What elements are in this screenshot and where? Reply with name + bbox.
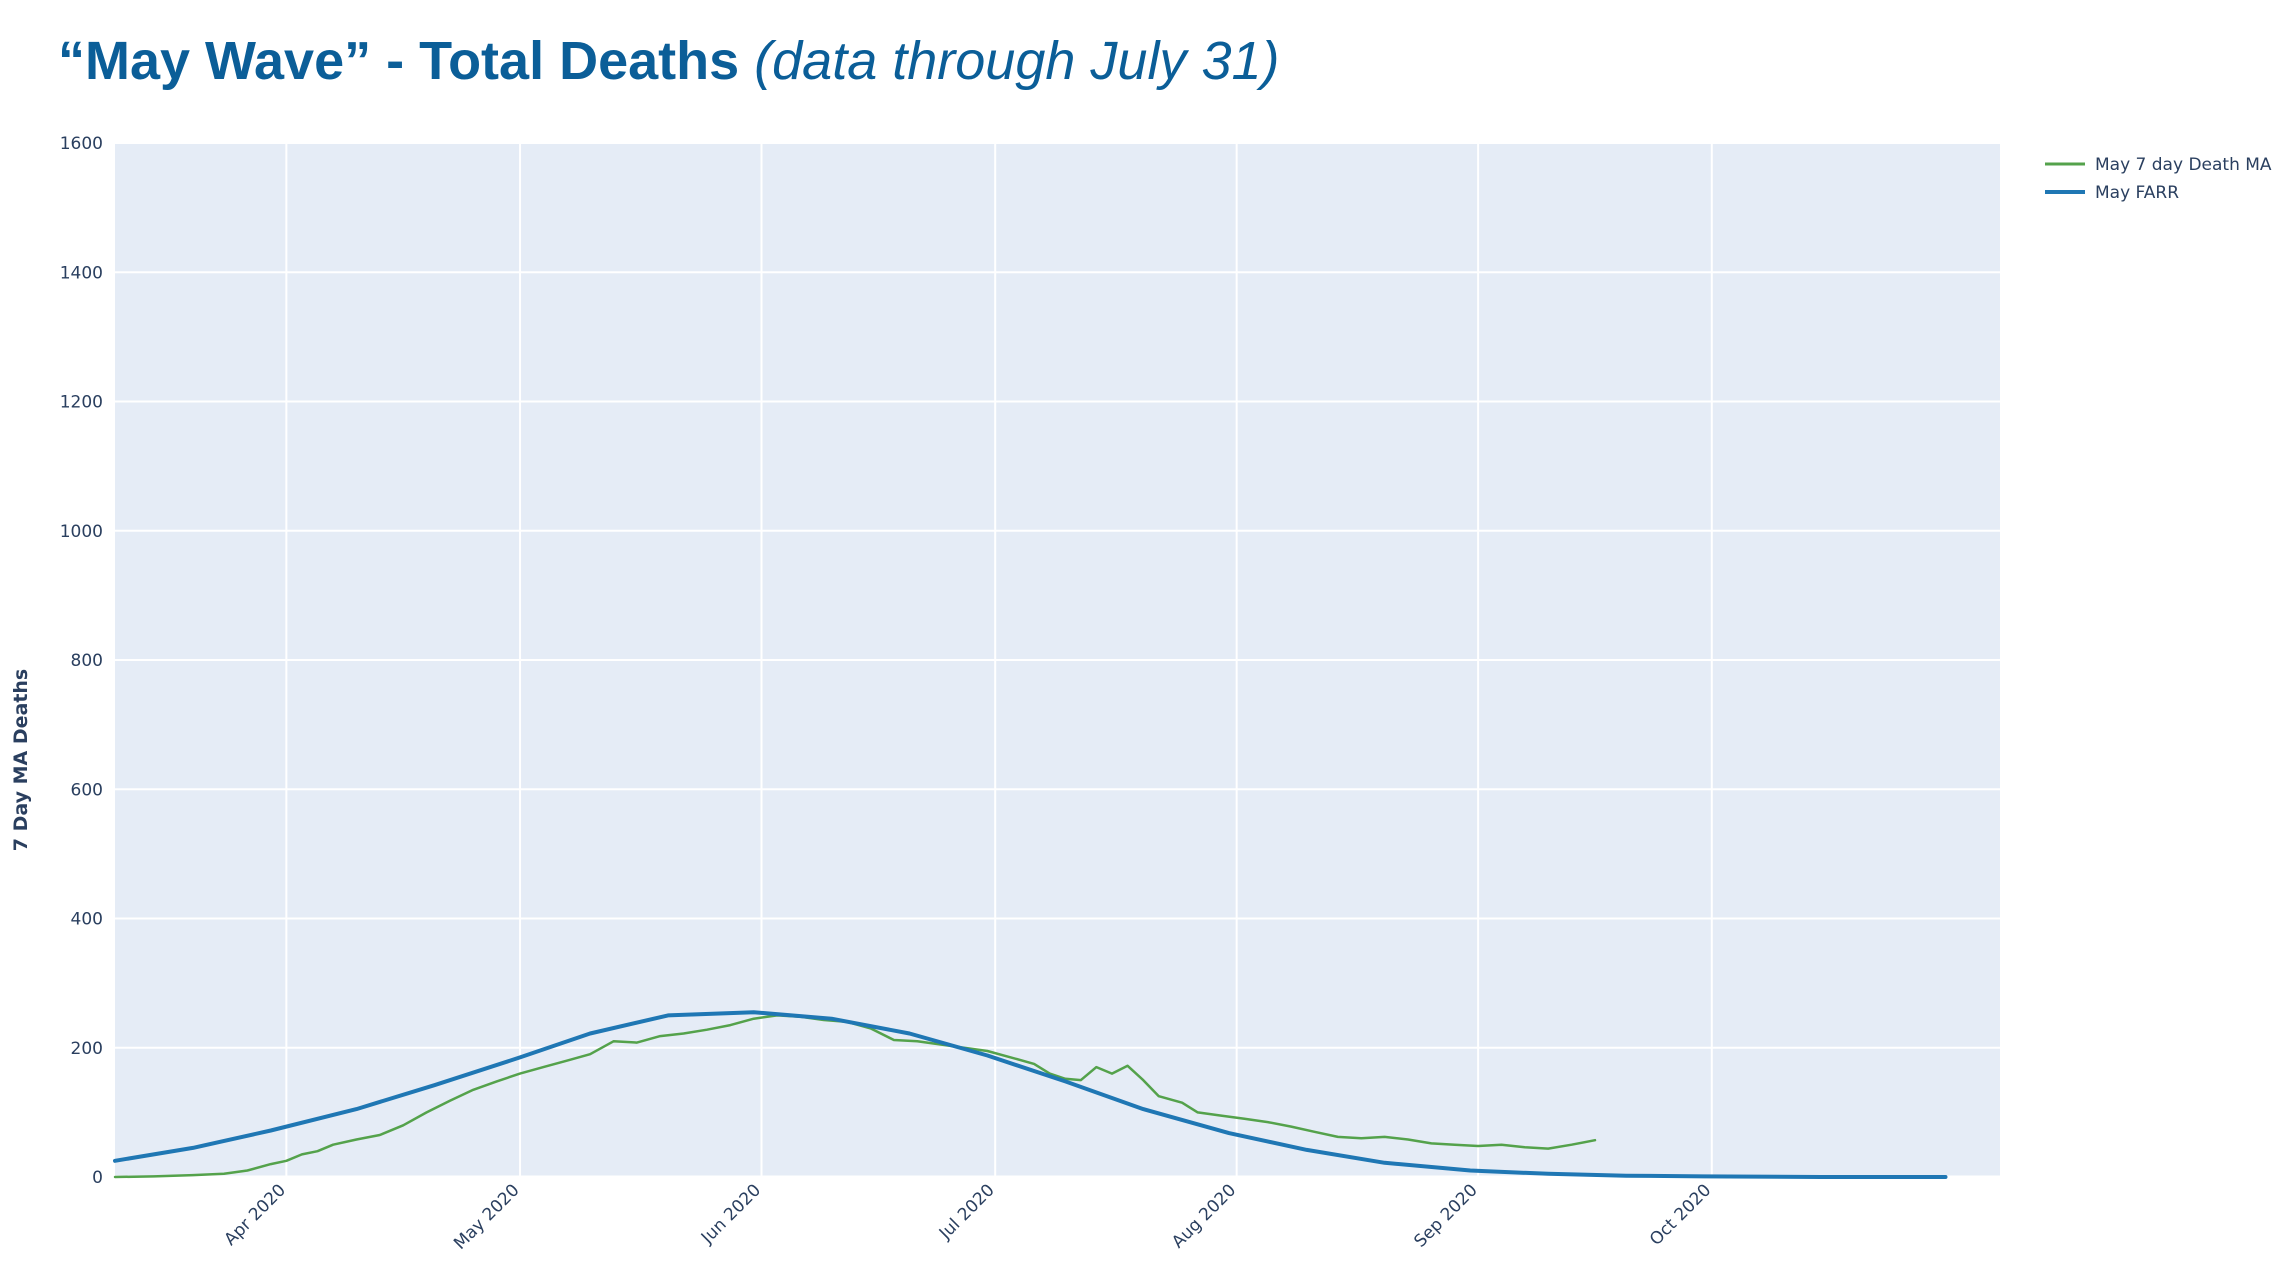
series-line-2 xyxy=(113,1010,1948,1179)
legend-label: May 7 day Death MA xyxy=(2095,155,2272,175)
chart-title: “May Wave” - Total Deaths (data through … xyxy=(58,30,1280,92)
x-tick-label: Jul 2020 xyxy=(935,1180,999,1244)
y-axis-title: 7 Day MA Deaths xyxy=(10,669,32,851)
x-tick-label: Aug 2020 xyxy=(1168,1180,1240,1252)
y-tick-label: 600 xyxy=(71,780,103,800)
series-line-1 xyxy=(113,1014,1597,1179)
x-tick-label: May 2020 xyxy=(450,1180,523,1253)
y-tick-label: 800 xyxy=(71,651,103,671)
chart-title-subtitle: (data through July 31) xyxy=(754,31,1280,91)
x-tick-label: Sep 2020 xyxy=(1410,1180,1481,1251)
y-tick-label: 1600 xyxy=(60,134,103,154)
y-tick-label: 0 xyxy=(92,1168,103,1188)
x-tick-label: Oct 2020 xyxy=(1646,1180,1715,1249)
y-tick-label: 1400 xyxy=(60,263,103,283)
legend-label: May FARR xyxy=(2095,183,2179,203)
y-tick-label: 1000 xyxy=(60,522,103,542)
y-tick-label: 1200 xyxy=(60,393,103,413)
x-tick-label: Apr 2020 xyxy=(221,1180,290,1249)
chart-title-main: “May Wave” - Total Deaths xyxy=(58,31,740,91)
y-tick-label: 400 xyxy=(71,910,103,930)
x-tick-label: Jun 2020 xyxy=(697,1180,765,1248)
y-tick-label: 200 xyxy=(71,1039,103,1059)
